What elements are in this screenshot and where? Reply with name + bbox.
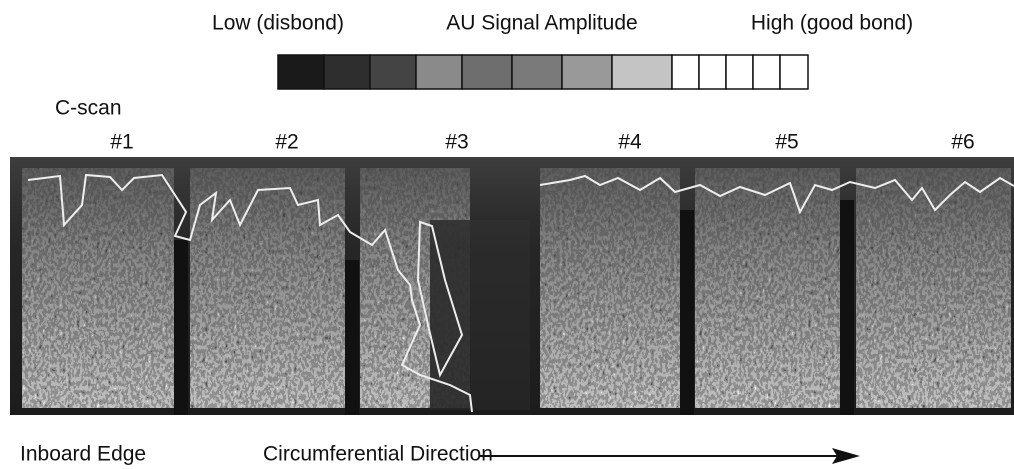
color-scale <box>277 54 809 90</box>
direction-label: Circumferential Direction <box>263 443 493 466</box>
edge-label: Inboard Edge <box>20 443 146 466</box>
legend-high: High (good bond) <box>751 12 913 35</box>
panel-label: #4 <box>618 131 642 154</box>
panel-label: #6 <box>951 131 974 154</box>
legend-low: Low (disbond) <box>212 12 344 35</box>
panel-label: #2 <box>275 131 298 154</box>
panel-label: #5 <box>775 131 798 154</box>
panel-label: #1 <box>110 131 133 154</box>
legend-title: AU Signal Amplitude <box>446 12 637 35</box>
scan-label: C-scan <box>55 97 122 120</box>
c-scan-image <box>10 157 1014 415</box>
direction-arrow <box>480 448 860 464</box>
panel-label: #3 <box>445 131 468 154</box>
